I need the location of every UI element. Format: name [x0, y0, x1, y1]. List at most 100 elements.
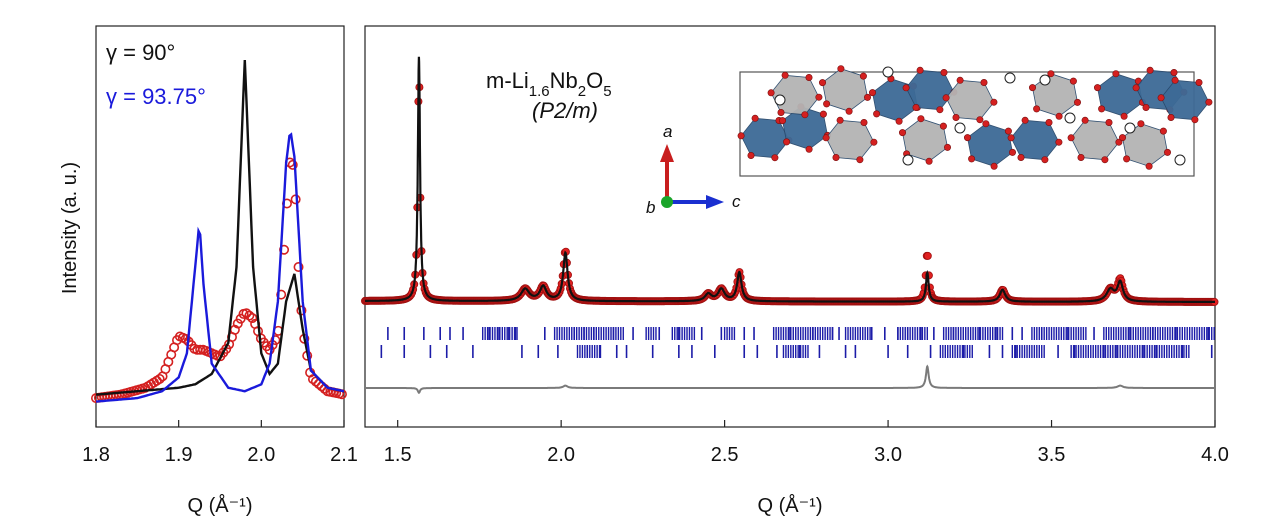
oxygen-atom [751, 114, 759, 122]
oxygen-atom [818, 79, 826, 87]
oxygen-atom [845, 107, 853, 115]
oxygen-atom [1167, 114, 1175, 122]
oxygen-atom [1119, 134, 1127, 142]
oxygen-atom [952, 114, 960, 122]
oxygen-atom [942, 94, 950, 102]
oxygen-atom [1077, 154, 1085, 162]
oxygen-atom [832, 154, 840, 162]
crystal-polyhedron [1010, 119, 1060, 161]
left-observed-point [293, 261, 304, 272]
oxygen-atom [777, 109, 785, 117]
oxygen-atom [1195, 79, 1203, 87]
right-calculated-line [365, 56, 1215, 303]
left-plot-frame [95, 25, 345, 428]
oxygen-atom [860, 119, 868, 127]
oxygen-atom [873, 110, 881, 118]
oxygen-atom [767, 89, 775, 97]
axis-a-label: a [663, 122, 672, 141]
legend-gamma-90: γ = 90° [106, 40, 175, 65]
crystal-axes-icon: a b c [646, 122, 741, 217]
oxygen-atom [771, 154, 779, 162]
lithium-site [774, 94, 786, 106]
oxygen-atom [1055, 138, 1063, 146]
left-observed-point [264, 344, 275, 355]
axis-c-head [706, 195, 724, 209]
crystal-polyhedron [1070, 119, 1120, 161]
oxygen-atom [1170, 69, 1178, 77]
oxygen-atom [863, 93, 871, 101]
formula-sub-nb: 2 [578, 83, 586, 100]
left-x-axis-label: Q (Å⁻¹) [188, 494, 253, 517]
formula-o: O [586, 68, 603, 93]
oxygen-atom [870, 138, 878, 146]
oxygen-atom [1081, 116, 1089, 124]
oxygen-atom [1069, 77, 1077, 85]
right-x-tick-label: 3.0 [874, 444, 902, 466]
oxygen-atom [836, 116, 844, 124]
left-x-tick-label: 1.8 [82, 444, 110, 466]
oxygen-atom [936, 106, 944, 114]
left-observed-point [235, 313, 246, 324]
left-observed-point [241, 308, 252, 319]
oxygen-atom [1021, 116, 1029, 124]
crystal-polyhedron [825, 119, 875, 161]
compound-formula: m-Li1.6Nb2O5 [486, 68, 612, 100]
oxygen-atom [1132, 84, 1140, 92]
lithium-site [882, 66, 894, 78]
left-observed-point [287, 159, 298, 170]
oxygen-atom [1017, 154, 1025, 162]
legend-gamma-93: γ = 93.75° [106, 84, 206, 109]
left-chart: 1.8 1.9 2.0 2.1 γ = 90° γ = 93.75° Intensit… [59, 25, 358, 517]
oxygen-atom [1115, 138, 1123, 146]
oxygen-atom [778, 117, 786, 125]
formula-prefix: m-Li [486, 68, 529, 93]
right-x-tick-label: 1.5 [384, 444, 412, 466]
oxygen-atom [943, 143, 951, 151]
oxygen-atom [1008, 148, 1016, 156]
oxygen-atom [781, 71, 789, 79]
axis-c-label: c [732, 192, 741, 211]
left-x-tick-label: 2.0 [247, 444, 275, 466]
oxygen-atom [815, 93, 823, 101]
oxygen-atom [1120, 112, 1128, 120]
oxygen-atom [916, 66, 924, 74]
left-observed-point [195, 344, 206, 355]
lithium-site [1124, 122, 1136, 134]
crystal-polyhedron [945, 79, 995, 121]
lithium-site [1064, 112, 1076, 124]
oxygen-atom [1171, 76, 1179, 84]
oxygen-atom [1112, 70, 1120, 78]
right-x-tick-label: 3.5 [1038, 444, 1066, 466]
oxygen-atom [990, 162, 998, 170]
oxygen-atom [1033, 105, 1041, 113]
formula-sub-o: 5 [603, 83, 611, 100]
oxygen-atom [1101, 156, 1109, 164]
oxygen-atom [917, 115, 925, 123]
left-observed-point [247, 313, 258, 324]
left-observed-point [276, 289, 287, 300]
formula-sub-li: 1.6 [529, 83, 550, 100]
formula-nb: Nb [550, 68, 578, 93]
oxygen-atom [982, 120, 990, 128]
left-x-tick-label: 1.9 [165, 444, 193, 466]
left-series-line-0 [95, 59, 345, 396]
oxygen-atom [980, 79, 988, 87]
left-observed-point [232, 318, 243, 329]
oxygen-atom [1094, 84, 1102, 92]
oxygen-atom [902, 84, 910, 92]
oxygen-atom [963, 134, 971, 142]
oxygen-atom [1145, 162, 1153, 170]
oxygen-atom [1004, 127, 1012, 135]
oxygen-atom [912, 104, 920, 112]
left-y-axis-label: Intensity (a. u.) [59, 162, 81, 294]
left-observed-point [180, 333, 191, 344]
space-group: (P2/m) [532, 98, 598, 123]
oxygen-atom [895, 117, 903, 125]
oxygen-atom [823, 100, 831, 108]
oxygen-atom [990, 98, 998, 106]
oxygen-atom [747, 152, 755, 160]
oxygen-atom [956, 76, 964, 84]
oxygen-atom [805, 74, 813, 82]
crystal-structure-illustration [737, 65, 1213, 177]
